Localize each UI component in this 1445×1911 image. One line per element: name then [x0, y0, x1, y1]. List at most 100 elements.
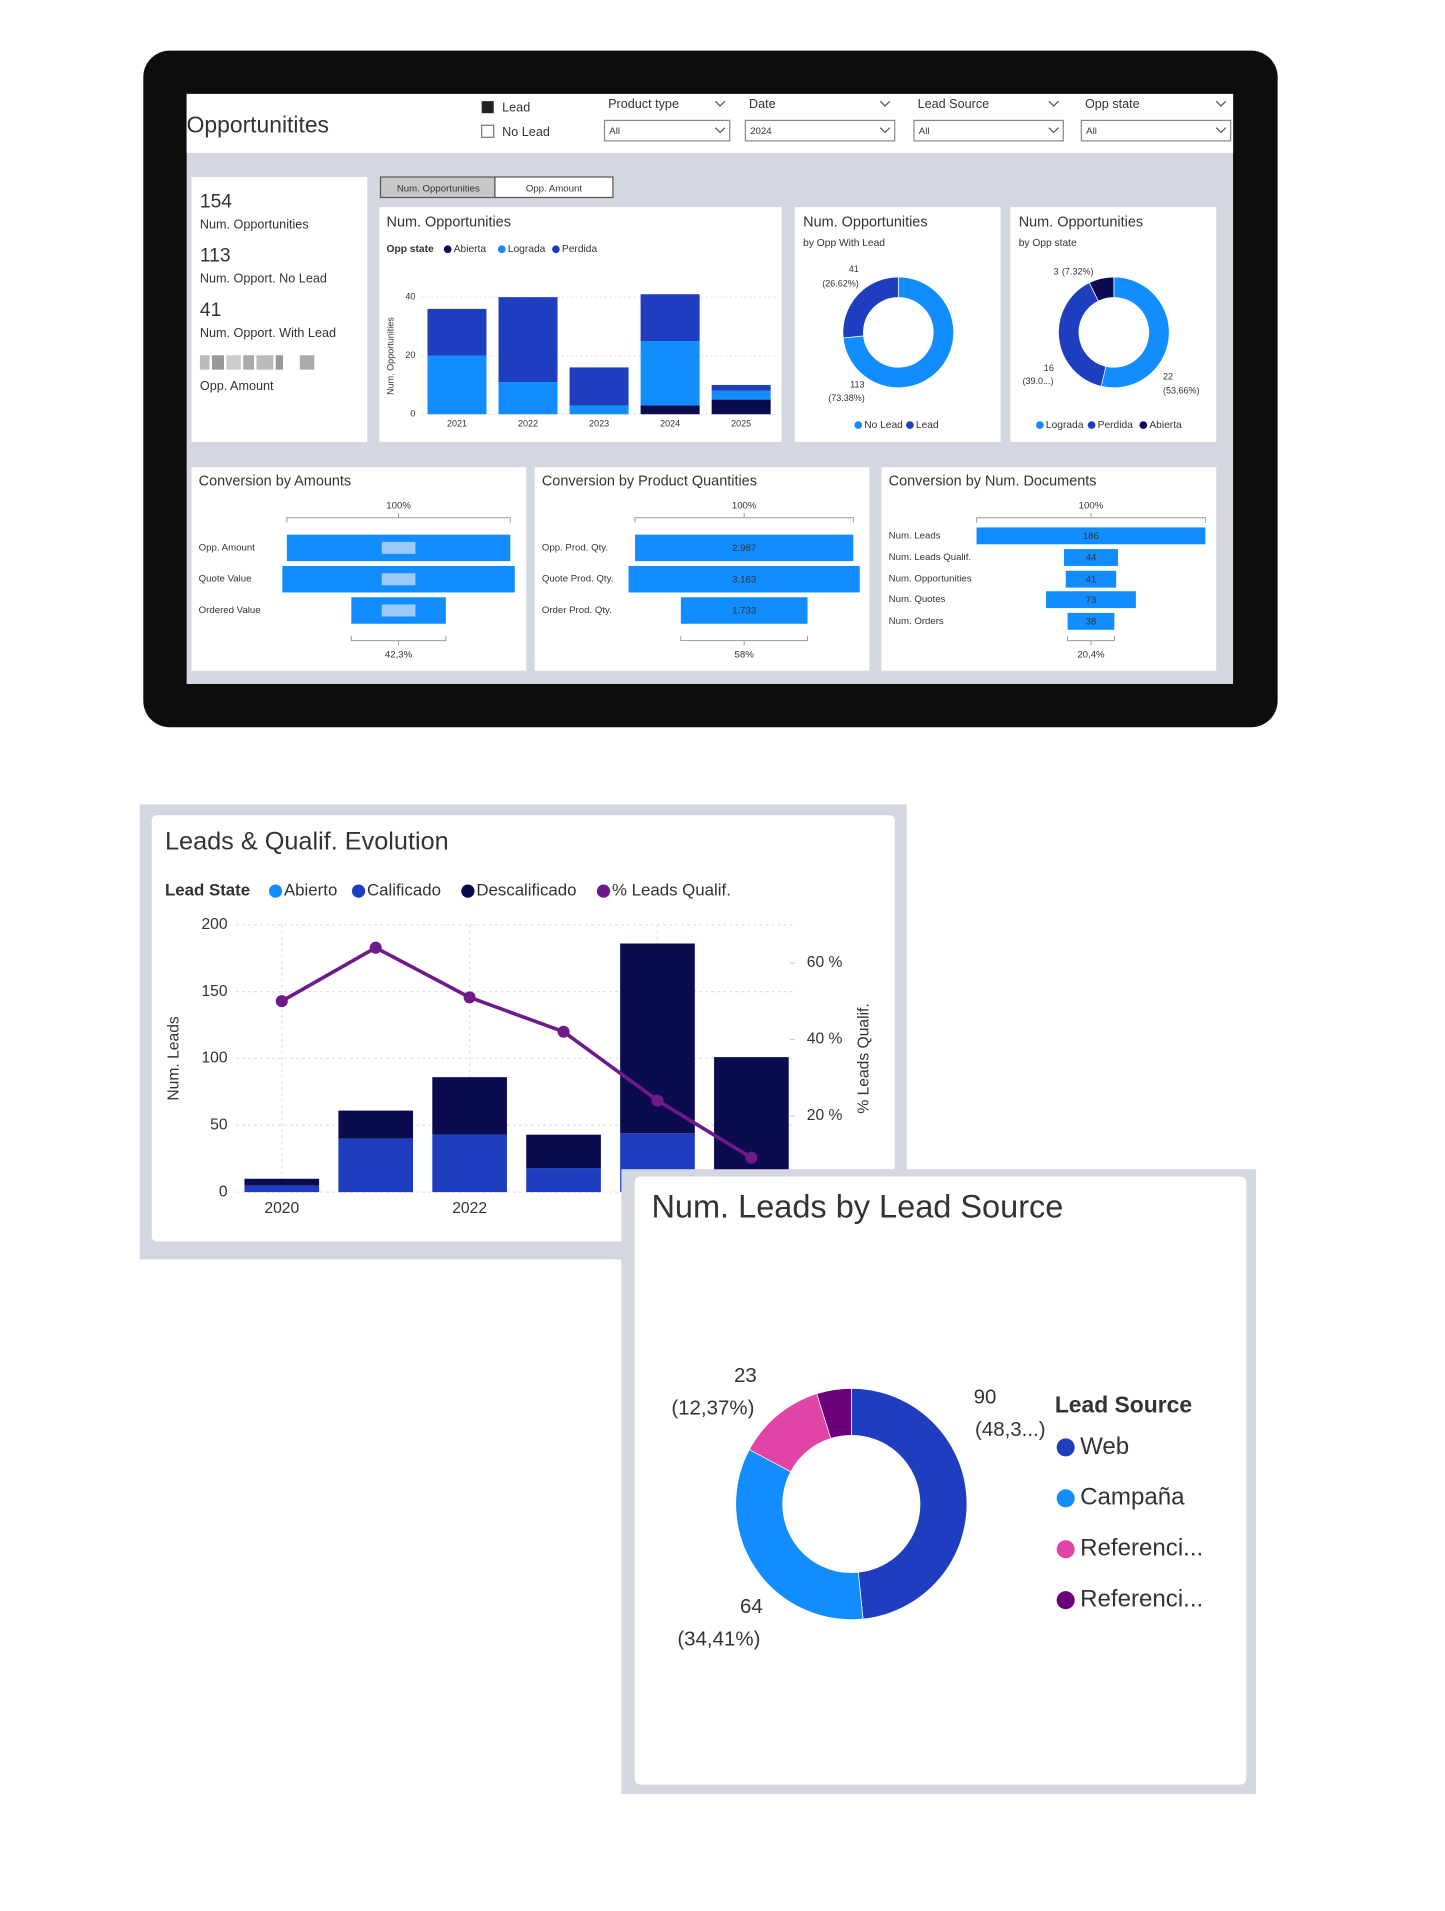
- legend-marker: [596, 884, 611, 898]
- legend-swatch: [481, 101, 494, 114]
- data-label: (73.38%): [828, 393, 865, 403]
- data-label: (39.0...): [1022, 376, 1053, 386]
- data-label: (12,37%): [671, 1396, 754, 1419]
- chart-title: Num. Leads by Lead Source: [651, 1189, 1063, 1225]
- page-title: Opportunitites: [187, 111, 329, 137]
- bar-segment: [498, 382, 558, 415]
- funnel-bottom-label: 42,3%: [385, 650, 413, 661]
- donut-slice: [842, 276, 899, 339]
- donut-slice: [850, 1388, 968, 1620]
- legend-marker: [268, 884, 283, 898]
- chevron: [1048, 100, 1059, 107]
- line-marker: [369, 941, 382, 954]
- bar-segment: [432, 1134, 507, 1193]
- funnel-top-label: 100%: [732, 500, 757, 511]
- data-label: 23: [734, 1364, 757, 1387]
- legend-marker: [1087, 421, 1096, 429]
- data-label: 22: [1163, 371, 1173, 381]
- funnel-bracket: [286, 512, 511, 523]
- chart-title: Num. Opportunities: [1019, 215, 1143, 231]
- bar-segment: [711, 384, 771, 391]
- bar-segment: [640, 294, 700, 342]
- legend-label: Descalificado: [476, 881, 576, 900]
- legend-label: Lograda: [1046, 420, 1084, 431]
- funnel-bracket: [1067, 635, 1115, 646]
- kpi-value: 41: [200, 300, 221, 321]
- donut-slice: [1088, 276, 1115, 302]
- data-label: 1.733: [732, 606, 756, 617]
- chart-title: Conversion by Amounts: [199, 473, 351, 489]
- chart-title: Leads & Qualif. Evolution: [165, 828, 449, 856]
- legend-label: No Lead: [502, 125, 550, 139]
- bar-segment: [711, 399, 771, 415]
- y2-tick-label: 40 %: [807, 1031, 843, 1048]
- filter-label: Product type: [608, 97, 679, 111]
- category-label: Order Prod. Qty.: [542, 605, 612, 616]
- legend-label: Referenci...: [1080, 1535, 1203, 1562]
- x-tick-label: 2024: [660, 418, 680, 428]
- x-tick-label: 2025: [731, 418, 751, 428]
- data-label: (7.32%): [1062, 267, 1094, 277]
- legend-label: Abierta: [454, 244, 487, 255]
- kpi-label: Num. Opport. No Lead: [200, 272, 327, 286]
- bar-segment: [498, 297, 558, 383]
- filter-label: Lead Source: [918, 97, 990, 111]
- legend-marker: [351, 884, 366, 898]
- legend-marker: [854, 421, 863, 429]
- funnel-top-label: 100%: [1079, 500, 1104, 511]
- data-label: 186: [1083, 531, 1099, 542]
- category-label: Num. Leads: [889, 530, 941, 541]
- bar-segment: [640, 341, 700, 406]
- category-label: Opp. Prod. Qty.: [542, 542, 608, 553]
- filter-value: All: [919, 126, 930, 137]
- legend-label: Perdida: [1098, 420, 1134, 431]
- funnel-bracket: [976, 512, 1206, 523]
- legend-label: Abierta: [1149, 420, 1182, 431]
- category-label: Ordered Value: [199, 605, 261, 616]
- x-tick-label: 2021: [447, 418, 467, 428]
- data-label: 113: [850, 380, 864, 390]
- legend-marker: [443, 245, 452, 254]
- data-label: 3.163: [732, 574, 756, 585]
- data-label: 3: [1054, 267, 1059, 277]
- legend-marker: [1056, 1591, 1075, 1610]
- chevron: [879, 127, 891, 134]
- kpi-value: 113: [200, 246, 231, 267]
- chevron: [879, 100, 891, 107]
- bar-segment: [338, 1138, 414, 1193]
- funnel-bar: [635, 534, 854, 562]
- bar-segment: [427, 308, 487, 356]
- funnel-bottom-label: 20,4%: [1077, 650, 1105, 661]
- chevron: [714, 100, 726, 107]
- data-label: 38: [1086, 616, 1097, 627]
- tab: [494, 176, 614, 199]
- kpi-label: Opp. Amount: [200, 379, 274, 393]
- category-label: Opp. Amount: [199, 542, 256, 553]
- chart-title: Num. Opportunities: [387, 215, 511, 231]
- chart-title: Conversion by Product Quantities: [542, 473, 757, 489]
- y-tick-label: 0: [219, 1183, 228, 1200]
- chevron: [1215, 127, 1227, 134]
- donut-slice: [842, 276, 955, 389]
- y2-tick-label: 60 %: [807, 954, 843, 971]
- bar-segment: [432, 1077, 507, 1135]
- bar-segment: [569, 367, 629, 406]
- donut-slice: [735, 1449, 864, 1620]
- data-label: (48,3...): [975, 1418, 1046, 1441]
- legend-label: Perdida: [562, 244, 598, 255]
- legend-swatch: [481, 124, 495, 138]
- x-tick-label: 2020: [264, 1200, 299, 1217]
- category-label: Quote Value: [199, 574, 252, 585]
- legend-label: Abierto: [284, 881, 337, 900]
- tab-label: Num. Opportunities: [397, 184, 480, 195]
- bar-segment: [526, 1134, 601, 1169]
- legend-label: Referenci...: [1080, 1586, 1203, 1613]
- y-tick-label: 50: [210, 1116, 228, 1133]
- y-tick-label: 100: [201, 1050, 227, 1067]
- category-label: Num. Opportunities: [889, 574, 972, 585]
- legend-title: Lead Source: [1055, 1392, 1192, 1418]
- filter-value: 2024: [750, 126, 772, 137]
- data-label: 64: [740, 1595, 763, 1618]
- funnel-bracket: [634, 512, 854, 523]
